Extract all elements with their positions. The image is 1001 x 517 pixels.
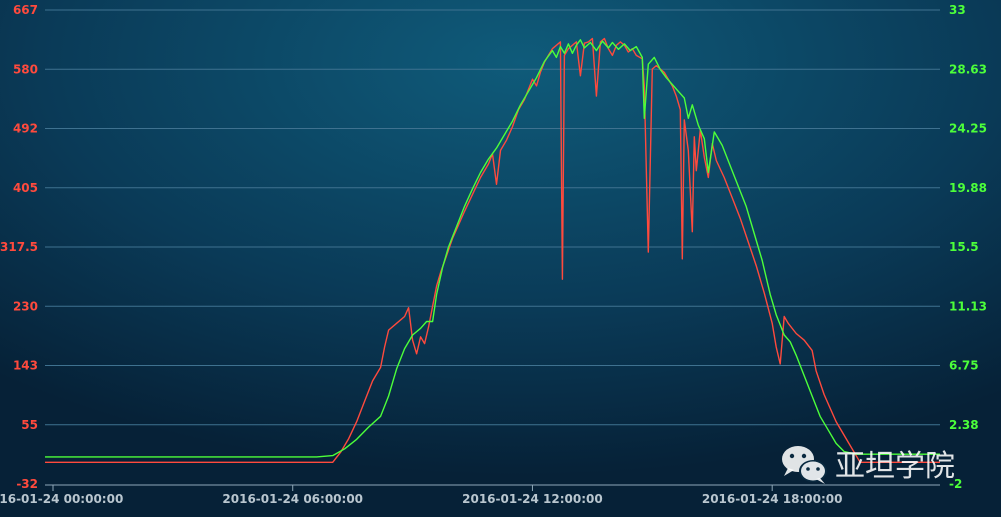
left-tick-label: 580 (13, 62, 38, 76)
right-tick-label: 11.13 (949, 299, 987, 313)
watermark-text: 亚坦学院 (835, 449, 955, 484)
series-line-red (45, 37, 940, 463)
left-tick-label: 492 (13, 122, 38, 136)
left-tick-label: 317.5 (0, 240, 38, 254)
right-tick-label: 2.38 (949, 418, 979, 432)
right-tick-label: 6.75 (949, 359, 979, 373)
left-tick-label: 230 (13, 299, 38, 313)
right-tick-label: 19.88 (949, 181, 987, 195)
left-tick-label: 143 (13, 359, 38, 373)
right-tick-label: 33 (949, 3, 966, 17)
wechat-icon (782, 446, 827, 484)
left-tick-label: 405 (13, 181, 38, 195)
series-line-green (45, 39, 940, 458)
series-layer (45, 37, 940, 463)
watermark: 亚坦学院 (782, 446, 955, 484)
right-tick-label: -2 (949, 477, 962, 491)
left-tick-label: 55 (21, 418, 38, 432)
right-tick-label: 15.5 (949, 240, 979, 254)
x-tick-label: 2016-01-24 00:00:00 (0, 492, 123, 506)
x-tick-label: 2016-01-24 12:00:00 (462, 492, 603, 506)
grid-lines (45, 9, 940, 426)
right-tick-label: 24.25 (949, 122, 987, 136)
right-axis: 33 28.63 24.25 19.88 15.5 11.13 6.75 2.38 -2 (949, 3, 987, 491)
left-axis: 667 580 492 405 317.5 230 143 55 -32 (0, 3, 38, 491)
x-tick-label: 2016-01-24 06:00:00 (222, 492, 363, 506)
left-tick-label: -32 (16, 477, 38, 491)
x-axis: 2016-01-24 00:00:00 2016-01-24 06:00:00 20… (0, 484, 940, 506)
x-tick-label: 2016-01-24 18:00:00 (702, 492, 843, 506)
right-tick-label: 28.63 (949, 62, 987, 76)
left-tick-label: 667 (13, 3, 38, 17)
